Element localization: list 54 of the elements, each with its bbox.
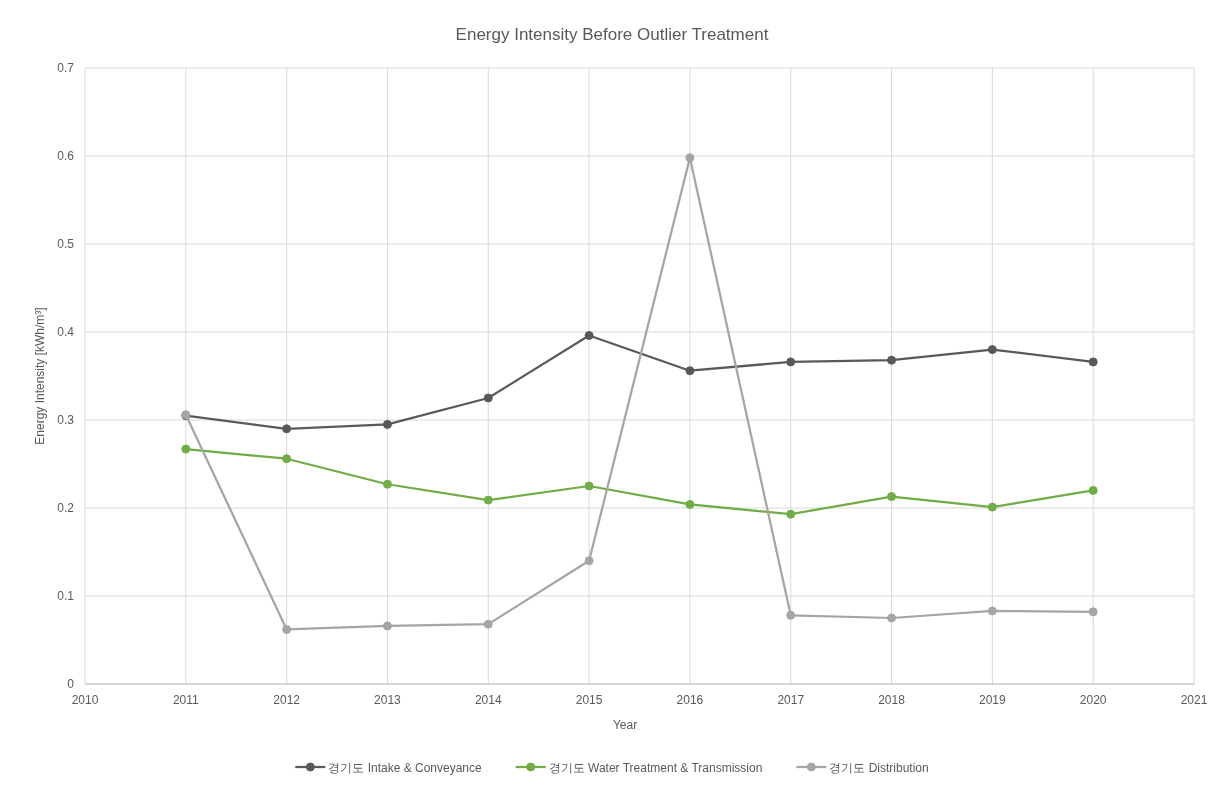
point: [887, 613, 897, 623]
y-axis-title: Energy Intensity [kWh/m³]: [33, 307, 47, 445]
point: [786, 357, 796, 367]
point: [685, 153, 695, 163]
point: [786, 610, 796, 620]
point: [887, 355, 897, 365]
point: [584, 556, 594, 566]
point: [584, 481, 594, 491]
y-tick-label: 0: [67, 677, 75, 691]
point: [685, 499, 695, 509]
point: [483, 393, 493, 403]
x-tick-label: 2021: [1180, 693, 1208, 707]
point: [483, 495, 493, 505]
x-tick-label: 2015: [575, 693, 603, 707]
y-tick-label: 0.5: [57, 237, 75, 251]
x-tick-label: 2017: [777, 693, 805, 707]
point: [1088, 485, 1098, 495]
point: [685, 366, 695, 376]
x-tick-label: 2013: [374, 693, 402, 707]
y-tick-label: 0.3: [57, 413, 75, 427]
point: [786, 509, 796, 519]
x-tick-label: 2016: [676, 693, 704, 707]
point: [282, 454, 292, 464]
point: [987, 606, 997, 616]
point: [1088, 607, 1098, 617]
point: [382, 621, 392, 631]
x-tick-label: 2011: [172, 693, 200, 707]
y-tick-label: 0.7: [57, 61, 75, 75]
x-axis-title: Year: [612, 718, 638, 732]
y-tick-label: 0.4: [57, 325, 75, 339]
point: [1088, 357, 1098, 367]
point: [887, 492, 897, 502]
legend-label: 경기도 Water Treatment & Transmission: [548, 760, 763, 775]
legend-label: 경기도 Distribution: [829, 760, 929, 775]
y-tick-label: 0.1: [57, 589, 75, 603]
point: [987, 345, 997, 355]
point: [483, 619, 493, 629]
x-tick-label: 2014: [474, 693, 502, 707]
y-tick-label: 0.6: [57, 149, 75, 163]
x-tick-label: 2020: [1079, 693, 1107, 707]
point: [282, 424, 292, 434]
legend-label: 경기도 Intake & Conveyance: [328, 760, 483, 775]
x-tick-label: 2012: [273, 693, 301, 707]
x-tick-label: 2010: [71, 693, 99, 707]
x-tick-label: 2019: [979, 693, 1007, 707]
x-tick-label: 2018: [878, 693, 906, 707]
point: [382, 479, 392, 489]
point: [181, 444, 191, 454]
chart-title: Energy Intensity Before Outlier Treatment: [455, 25, 769, 44]
point: [282, 624, 292, 634]
y-tick-label: 0.2: [57, 501, 75, 515]
point: [382, 419, 392, 429]
point: [584, 331, 594, 341]
point: [987, 502, 997, 512]
